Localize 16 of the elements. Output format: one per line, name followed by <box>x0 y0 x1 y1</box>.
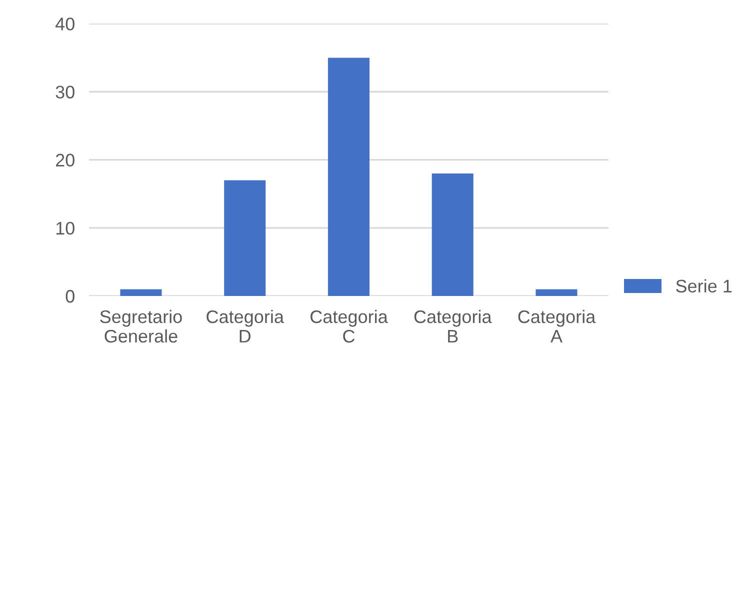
y-tick-label: 0 <box>66 290 74 303</box>
x-tick-label: Categoria A <box>518 310 596 342</box>
legend-label: Serie 1 <box>676 279 732 293</box>
x-tick-label: Segretario Generale <box>100 310 182 343</box>
bar <box>224 180 266 296</box>
bar <box>120 289 162 296</box>
x-tick-label: Categoria C <box>310 310 388 343</box>
y-tick-label: 30 <box>56 86 74 98</box>
y-tick-label: 10 <box>56 222 74 235</box>
bar <box>328 58 370 296</box>
y-tick-label: 40 <box>55 18 74 30</box>
x-tick-label: Categoria D <box>206 310 284 342</box>
x-tick-label: Categoria B <box>414 310 492 342</box>
bar <box>536 289 578 296</box>
y-tick-label: 20 <box>56 154 74 167</box>
bar <box>432 173 474 296</box>
